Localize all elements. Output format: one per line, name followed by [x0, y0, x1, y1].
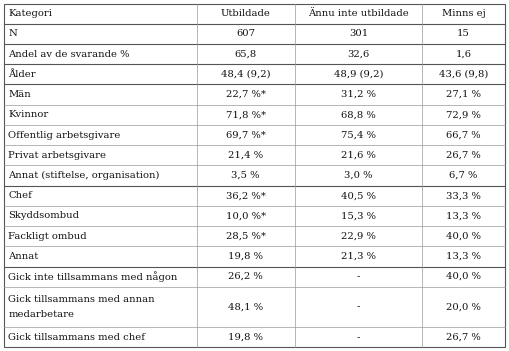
- Text: 27,1 %: 27,1 %: [446, 90, 481, 99]
- Text: 40,5 %: 40,5 %: [341, 191, 376, 200]
- Text: Fackligt ombud: Fackligt ombud: [8, 232, 87, 241]
- Text: 72,9 %: 72,9 %: [446, 110, 481, 119]
- Text: 1,6: 1,6: [456, 49, 472, 59]
- Text: 21,6 %: 21,6 %: [341, 151, 376, 160]
- Text: Minns ej: Minns ej: [442, 9, 486, 18]
- Text: 71,8 %*: 71,8 %*: [225, 110, 266, 119]
- Text: medarbetare: medarbetare: [8, 310, 74, 319]
- Text: 21,4 %: 21,4 %: [228, 151, 263, 160]
- Text: 26,2 %: 26,2 %: [229, 272, 263, 281]
- Text: 13,3 %: 13,3 %: [446, 211, 481, 220]
- Text: 43,6 (9,8): 43,6 (9,8): [439, 70, 488, 79]
- Text: 69,7 %*: 69,7 %*: [226, 131, 266, 140]
- Text: 19,8 %: 19,8 %: [228, 252, 263, 261]
- Text: Gick tillsammans med chef: Gick tillsammans med chef: [8, 333, 145, 342]
- Text: Skyddsombud: Skyddsombud: [8, 211, 79, 220]
- Text: 26,7 %: 26,7 %: [446, 333, 481, 342]
- Text: 3,0 %: 3,0 %: [344, 171, 373, 180]
- Text: 22,7 %*: 22,7 %*: [225, 90, 266, 99]
- Text: Kvinnor: Kvinnor: [8, 110, 48, 119]
- Text: Annat (stiftelse, organisation): Annat (stiftelse, organisation): [8, 171, 160, 180]
- Text: 19,8 %: 19,8 %: [228, 333, 263, 342]
- Text: Män: Män: [8, 90, 31, 99]
- Text: 10,0 %*: 10,0 %*: [225, 211, 266, 220]
- Text: Utbildade: Utbildade: [221, 9, 271, 18]
- Text: 36,2 %*: 36,2 %*: [226, 191, 266, 200]
- Text: N: N: [8, 29, 17, 38]
- Text: 66,7 %: 66,7 %: [446, 131, 481, 140]
- Text: Chef: Chef: [8, 191, 32, 200]
- Text: 607: 607: [236, 29, 255, 38]
- Text: Kategori: Kategori: [8, 9, 52, 18]
- Text: Gick tillsammans med annan: Gick tillsammans med annan: [8, 296, 155, 304]
- Text: 48,1 %: 48,1 %: [228, 303, 263, 312]
- Text: 75,4 %: 75,4 %: [341, 131, 376, 140]
- Text: 3,5 %: 3,5 %: [232, 171, 260, 180]
- Text: 28,5 %*: 28,5 %*: [225, 232, 266, 241]
- Text: 48,9 (9,2): 48,9 (9,2): [334, 70, 383, 79]
- Text: Ännu inte utbildade: Ännu inte utbildade: [308, 9, 409, 18]
- Text: 40,0 %: 40,0 %: [446, 272, 481, 281]
- Text: 48,4 (9,2): 48,4 (9,2): [221, 70, 271, 79]
- Text: 33,3 %: 33,3 %: [446, 191, 481, 200]
- Text: Offentlig arbetsgivare: Offentlig arbetsgivare: [8, 131, 121, 140]
- Text: 301: 301: [349, 29, 368, 38]
- Text: 21,3 %: 21,3 %: [341, 252, 376, 261]
- Text: 20,0 %: 20,0 %: [446, 303, 481, 312]
- Text: Privat arbetsgivare: Privat arbetsgivare: [8, 151, 106, 160]
- Text: Annat: Annat: [8, 252, 38, 261]
- Text: 65,8: 65,8: [235, 49, 257, 59]
- Text: 15: 15: [457, 29, 470, 38]
- Text: 26,7 %: 26,7 %: [446, 151, 481, 160]
- Text: -: -: [357, 333, 360, 342]
- Text: Gick inte tillsammans med någon: Gick inte tillsammans med någon: [8, 271, 178, 282]
- Text: 15,3 %: 15,3 %: [341, 211, 376, 220]
- Text: 6,7 %: 6,7 %: [449, 171, 478, 180]
- Text: Ålder: Ålder: [8, 70, 36, 79]
- Text: 13,3 %: 13,3 %: [446, 252, 481, 261]
- Text: 40,0 %: 40,0 %: [446, 232, 481, 241]
- Text: 31,2 %: 31,2 %: [341, 90, 376, 99]
- Text: 68,8 %: 68,8 %: [341, 110, 376, 119]
- Text: Andel av de svarande %: Andel av de svarande %: [8, 49, 130, 59]
- Text: 22,9 %: 22,9 %: [341, 232, 376, 241]
- Text: -: -: [357, 272, 360, 281]
- Text: -: -: [357, 303, 360, 312]
- Text: 32,6: 32,6: [347, 49, 370, 59]
